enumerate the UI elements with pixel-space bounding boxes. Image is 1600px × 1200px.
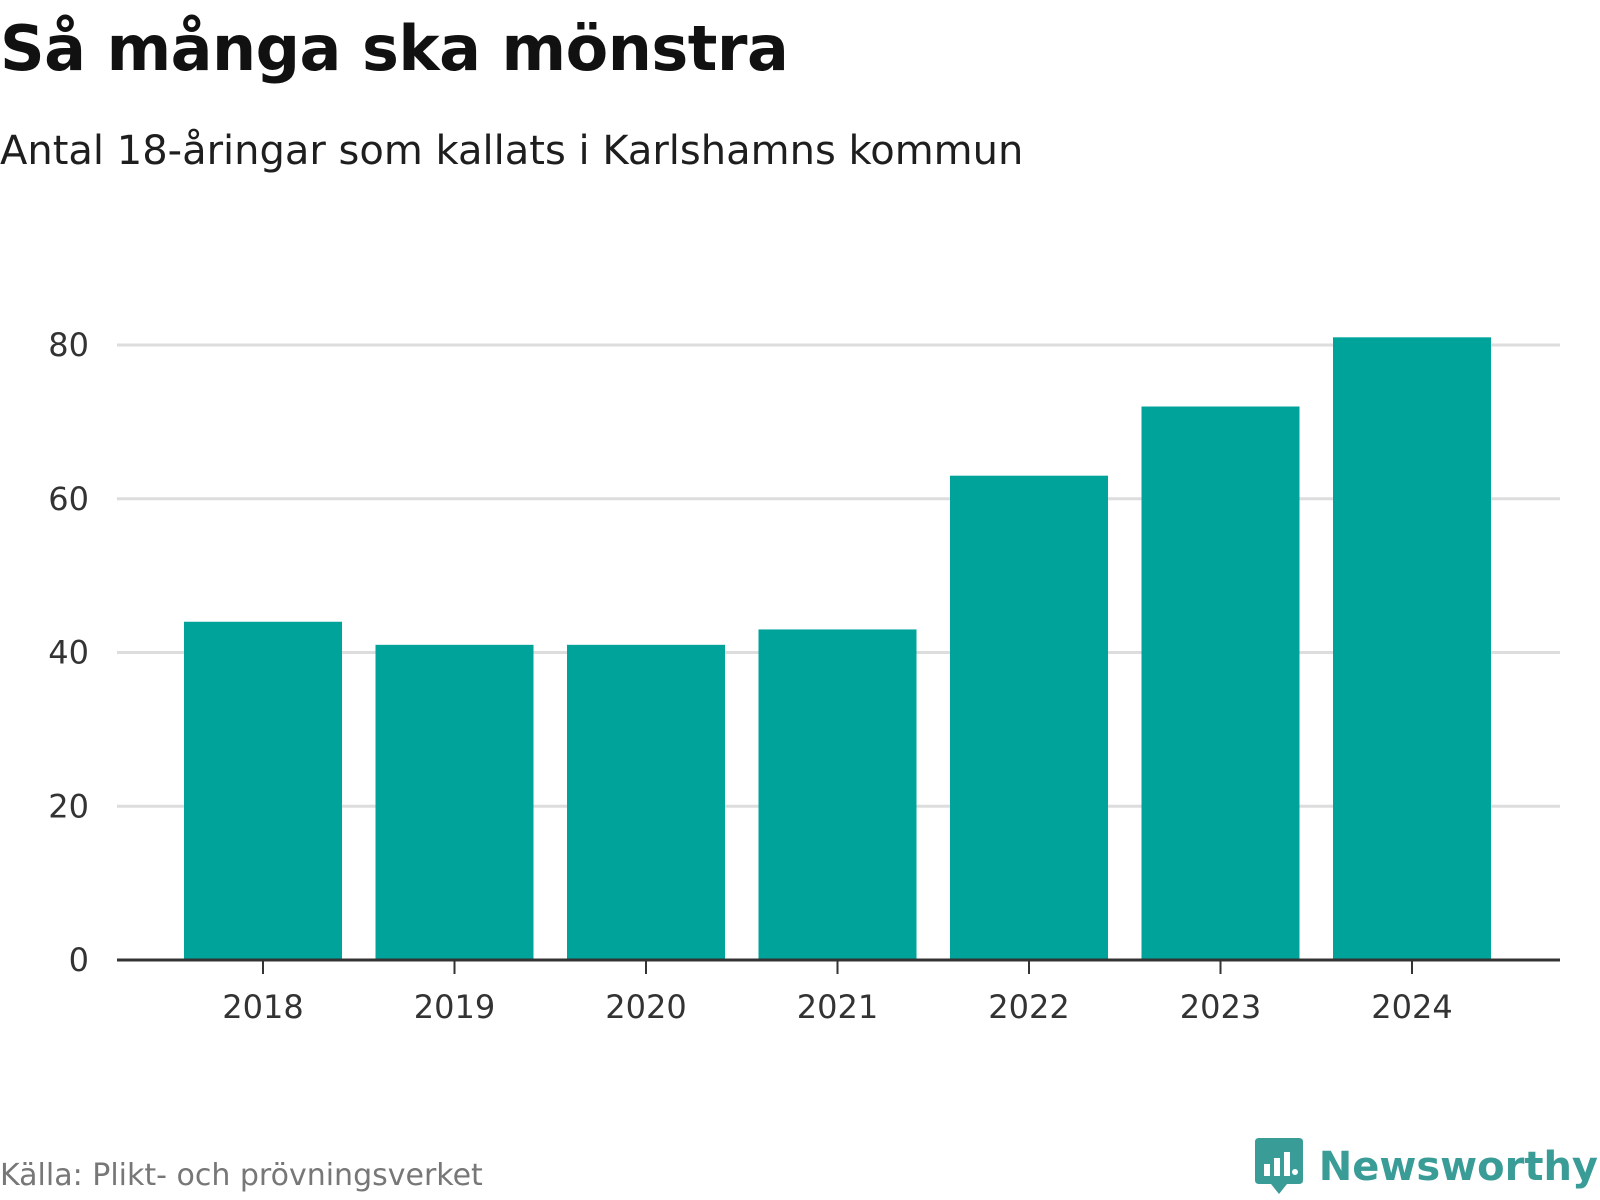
bar-2023 [1141,406,1300,960]
bar-2020 [567,644,725,960]
brand-name: Newsworthy [1318,1144,1598,1190]
newsworthy-logo-icon [1254,1138,1303,1194]
bar-2024 [1333,337,1491,960]
y-tick-label: 60 [48,480,89,518]
y-tick-label: 40 [48,634,89,672]
x-tick-label: 2019 [414,988,495,1026]
x-tick-label: 2018 [222,988,303,1026]
chart-subtitle: Antal 18-åringar som kallats i Karlshamn… [0,128,1024,174]
y-tick-label: 0 [69,941,89,979]
bar-2019 [375,644,534,960]
x-tick-label: 2020 [605,988,686,1026]
bar-2018 [184,621,342,960]
x-tick-label: 2021 [797,988,878,1026]
bar-2021 [758,629,917,960]
brand-logo: Newsworthy [1254,1138,1598,1196]
x-tick-label: 2024 [1371,988,1452,1026]
y-tick-label: 20 [48,787,89,825]
chart-title: Så många ska mönstra [0,12,789,85]
source-note: Källa: Plikt- och prövningsverket [0,1158,483,1193]
y-tick-label: 80 [48,326,89,364]
bar-2022 [950,475,1108,960]
x-tick-label: 2023 [1180,988,1261,1026]
x-tick-label: 2022 [988,988,1069,1026]
bar-chart: 0 20 40 60 80 2018 2019 2020 2021 2022 2023 2024 [48,326,1560,1026]
